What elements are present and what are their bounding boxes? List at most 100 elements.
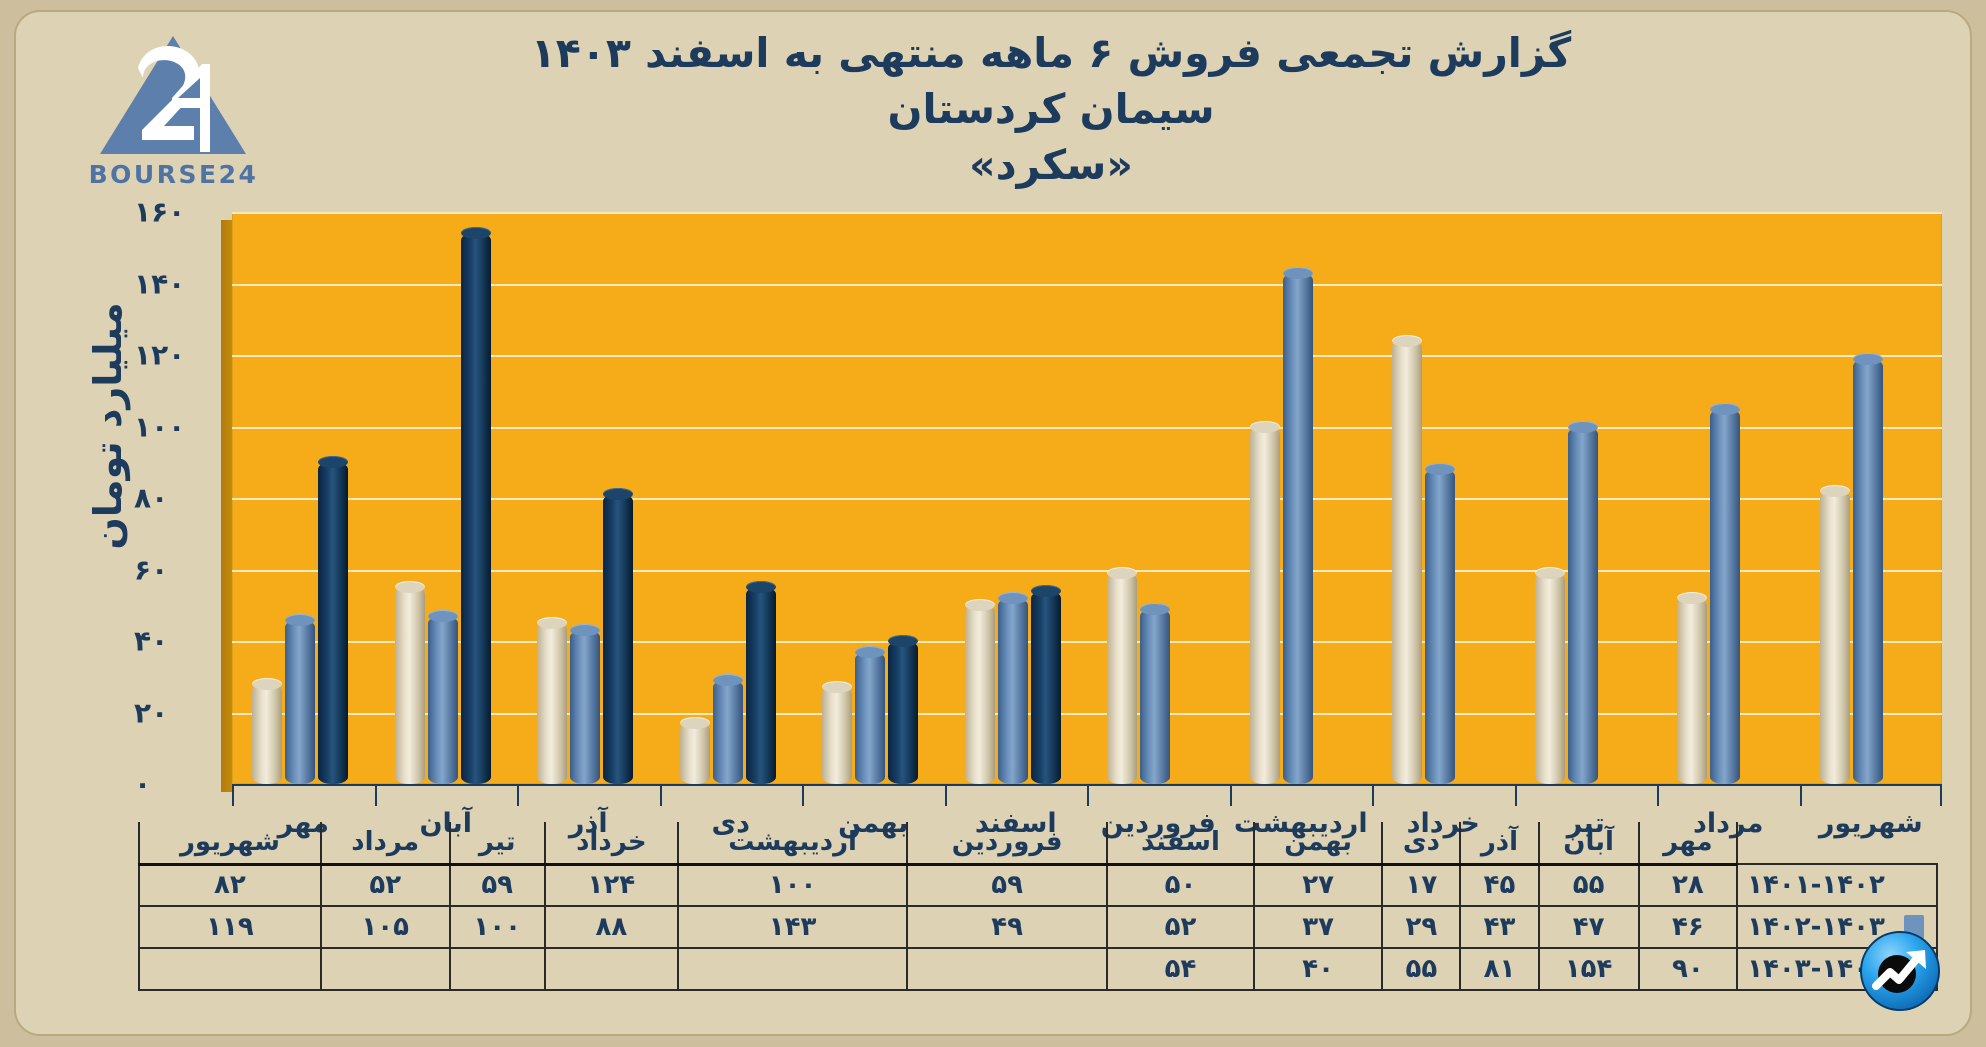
table-column-header: اردیبهشت [676,822,909,866]
table-cell: ۱۲۴ [543,863,679,907]
bar-cap [822,681,852,694]
bar-1 [1710,402,1740,784]
table-cell: ۴۰ [1252,947,1384,991]
table-cell: ۳۷ [1252,905,1384,949]
table-cell: ۵۴ [1106,947,1255,991]
data-table: مهر آبان آذر دی بهمن اسفند فروردین اردیبهشت خردا… [138,822,1938,991]
table-cell: ۸۱ [1459,947,1540,991]
table-cell: ۵۵ [1381,947,1462,991]
bar-cap [570,624,600,637]
page-title: گزارش تجمعی فروش ۶ ماهه منتهی به اسفند ۱… [316,26,1786,193]
bar-0 [1819,484,1850,784]
table-column-header: شهریور [138,822,322,866]
bar-0 [1677,592,1707,784]
table-cell: ۴۷ [1537,905,1640,949]
gridline [232,355,1942,357]
bar-2 [1030,584,1061,784]
table-column-header: آبان [1537,822,1640,866]
bar-cap [1030,584,1061,597]
table-row: ۱۴۰۲-۱۴۰۳ ۴۶ ۴۷ ۴۳ ۲۹ ۳۷ ۵۲ ۴۹ ۱۴۳ ۸۸ ۱۰۰ ۱۰۵ ۱۱۹ [138,905,1938,949]
y-axis-ticks: ۰ ۲۰ ۴۰ ۶۰ ۸۰ ۱۰۰ ۱۲۰ ۱۴۰ ۱۶۰ [134,195,226,801]
bar-2 [603,488,633,784]
bar-1 [285,613,315,784]
table-cell: ۱۴۳ [676,905,909,949]
bar-cap [603,488,633,501]
bar-cap [252,677,282,690]
logo-wordmark: BOURSE24 [88,160,259,189]
bar-group [1657,212,1800,784]
bar-0 [822,681,852,784]
table-row: ۱۴۰۳-۱۴۰۴ ۹۰ ۱۵۴ ۸۱ ۵۵ ۴۰ ۵۴ [138,947,1938,991]
table-cell: ۲۹ [1381,905,1462,949]
y-tick-label: ۴۰ [134,624,169,658]
bar-1 [1567,420,1598,784]
x-tick-mark [944,784,947,806]
table-cell: ۱۰۰ [448,905,546,949]
y-tick-label: ۱۲۰ [134,338,186,372]
x-tick-mark [1372,784,1374,806]
bar-cap [745,581,776,594]
bar-0 [1249,420,1280,784]
x-tick-mark [1799,784,1802,806]
bar-0 [1107,567,1137,784]
bar-cap [679,717,710,730]
bar-cap [712,674,743,687]
x-tick-mark [517,784,519,806]
bourse24-logo: BOURSE24 [76,34,286,194]
gridline [232,569,1942,572]
report-card: BOURSE24 گزارش تجمعی فروش ۶ ماهه منتهی ب… [14,10,1972,1036]
x-tick-mark [802,784,804,806]
x-tick-mark [374,784,377,806]
table-cell [319,947,451,991]
gridline [232,641,1942,643]
bar-cap [427,609,458,622]
bar-group [660,212,803,784]
bar-0 [964,599,995,784]
bar-group [802,212,945,784]
table-cell: ۹۰ [1637,947,1739,991]
bar-group [1515,212,1658,784]
table-cell [543,947,679,991]
bar-cap [1819,484,1850,497]
bar-cap [1710,402,1740,415]
table-cell: ۵۵ [1537,863,1640,907]
table-row-label: ۱۴۰۱-۱۴۰۲ [1736,863,1938,907]
bar-group [1087,212,1230,784]
table-cell: ۲۸ [1637,863,1739,907]
table-corner-cell [1737,822,1937,864]
bar-group [1230,212,1373,784]
bar-cap [888,635,918,647]
y-axis-label: میلیارد تومان [86,302,130,550]
table-cell: ۴۹ [906,905,1109,949]
bar-1 [427,609,458,784]
bar-cap [460,227,491,240]
table-column-header: خرداد [543,822,679,866]
table-cell: ۵۹ [448,863,546,907]
bourse24-triangle-logo-icon [100,36,246,154]
x-tick-mark [232,784,234,806]
table-cell [676,947,909,991]
table-column-header: مهر [1637,822,1739,866]
bar-2 [460,227,491,784]
bar-cap [1282,266,1313,279]
bar-0 [252,677,282,784]
bar-0 [1392,334,1422,784]
plot-left-wall [221,220,234,792]
bar-0 [394,581,425,784]
gridline [232,283,1942,286]
chart-area: میلیارد تومان ۰ ۲۰ ۴۰ ۶۰ ۸۰ ۱۰۰ ۱۲۰ ۱۴۰ ۱۶۰ مهر آ… [16,195,1970,839]
table-cell: ۵۲ [319,863,451,907]
table-cell: ۴۶ [1637,905,1739,949]
table-cell: ۱۷ [1381,863,1462,907]
bar-2 [318,456,348,784]
bar-group [517,212,660,784]
title-line-2: سیمان کردستان [887,84,1215,133]
y-tick-label: ۱۶۰ [134,195,186,229]
bar-cap [1392,334,1422,347]
title-line-3: «سکرد» [969,140,1133,189]
table-cell: ۵۰ [1106,863,1255,907]
y-tick-label: ۰ [134,767,152,801]
bar-cap [997,592,1028,605]
table-row: ۱۴۰۱-۱۴۰۲ ۲۸ ۵۵ ۴۵ ۱۷ ۲۷ ۵۰ ۵۹ ۱۰۰ ۱۲۴ ۵۹ ۵۲ ۸۲ [138,863,1938,907]
trend-up-badge-icon [1860,931,1940,1011]
